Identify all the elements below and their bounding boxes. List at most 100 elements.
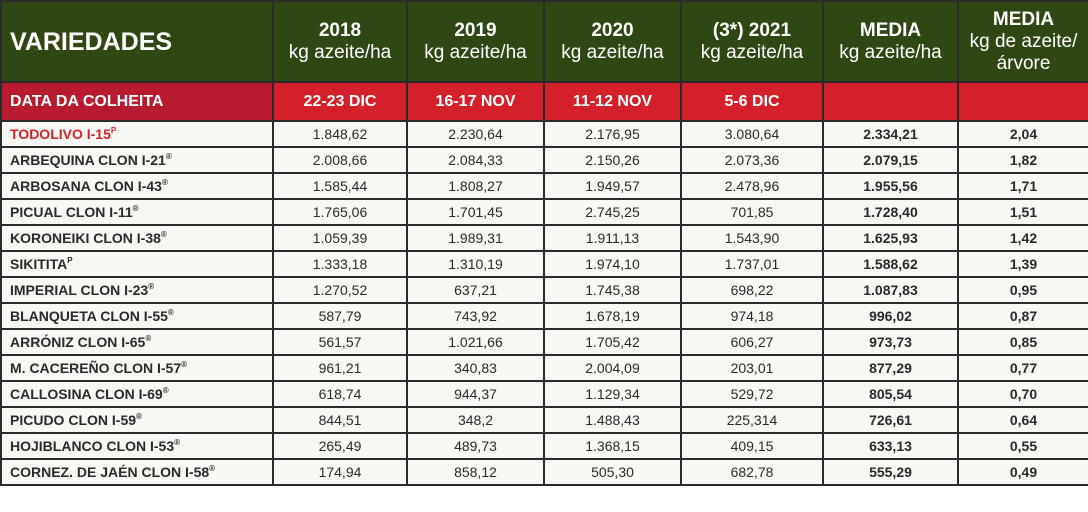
harvest-date: 22-23 DIC — [272, 81, 408, 122]
media-tree-cell: 0,70 — [957, 380, 1088, 408]
yield-cell: 265,49 — [272, 432, 408, 460]
yield-cell: 701,85 — [680, 198, 824, 226]
column-unit: kg de azeite/ árvore — [969, 30, 1078, 74]
yield-cell: 1.059,39 — [272, 224, 408, 252]
column-title: 2020 — [591, 19, 634, 41]
yield-cell: 1.270,52 — [272, 276, 408, 304]
variety-name: HOJIBLANCO CLON I-53® — [0, 432, 274, 460]
table-row: CALLOSINA CLON I-69® 618,74 944,37 1.129,34… — [0, 380, 1088, 408]
column-unit: kg azeite/ha — [839, 41, 942, 63]
yield-cell: 637,21 — [406, 276, 545, 304]
yield-cell: 1.488,43 — [543, 406, 682, 434]
variety-name: ARBEQUINA CLON I-21® — [0, 146, 274, 174]
olive-variety-yield-table: VARIEDADES 2018 kg azeite/ha 2019 kg azeit… — [0, 0, 1088, 486]
variety-name-text: M. CACEREÑO CLON I-57 — [10, 360, 182, 376]
yield-cell: 2.478,96 — [680, 172, 824, 200]
yield-cell: 606,27 — [680, 328, 824, 356]
trademark-mark: ® — [148, 282, 155, 291]
media-ha-cell: 805,54 — [822, 380, 959, 408]
harvest-date-label: DATA DA COLHEITA — [0, 81, 274, 122]
yield-cell: 1.129,34 — [543, 380, 682, 408]
table-row: CORNEZ. DE JAÉN CLON I-58® 174,94 858,12 50… — [0, 458, 1088, 486]
trademark-mark: ® — [167, 308, 174, 317]
yield-cell: 961,21 — [272, 354, 408, 382]
trademark-mark: ® — [132, 204, 139, 213]
yield-cell: 618,74 — [272, 380, 408, 408]
column-title: (3*) 2021 — [712, 19, 792, 41]
variety-name-text: KORONEIKI CLON I-38 — [10, 230, 161, 246]
variety-name: ARBOSANA CLON I-43® — [0, 172, 274, 200]
yield-cell: 1.543,90 — [680, 224, 824, 252]
variety-name-text: TODOLIVO I-15 — [10, 126, 111, 142]
yield-cell: 225,314 — [680, 406, 824, 434]
trademark-mark: ® — [145, 334, 152, 343]
column-header-2019: 2019 kg azeite/ha — [406, 0, 545, 83]
table-row: TODOLIVO I-15P 1.848,62 2.230,64 2.176,95 3.… — [0, 120, 1088, 148]
yield-cell: 1.949,57 — [543, 172, 682, 200]
yield-cell: 1.808,27 — [406, 172, 545, 200]
column-unit: kg azeite/ha — [700, 41, 804, 63]
header-row: VARIEDADES 2018 kg azeite/ha 2019 kg azeit… — [0, 0, 1088, 83]
trademark-mark: P — [67, 256, 73, 265]
media-tree-cell: 1,71 — [957, 172, 1088, 200]
yield-cell: 1.701,45 — [406, 198, 545, 226]
yield-cell: 203,01 — [680, 354, 824, 382]
variety-name-text: PICUDO CLON I-59 — [10, 412, 137, 428]
yield-cell: 1.911,13 — [543, 224, 682, 252]
variety-name: CORNEZ. DE JAÉN CLON I-58® — [0, 458, 274, 486]
yield-cell: 1.678,19 — [543, 302, 682, 330]
yield-cell: 2.008,66 — [272, 146, 408, 174]
variety-name: KORONEIKI CLON I-38® — [0, 224, 274, 252]
variety-name-text: SIKITITA — [10, 256, 68, 272]
yield-cell: 1.974,10 — [543, 250, 682, 278]
yield-cell: 2.230,64 — [406, 120, 545, 148]
trademark-mark: ® — [136, 412, 142, 421]
yield-cell: 858,12 — [406, 458, 545, 486]
yield-cell: 1.848,62 — [272, 120, 408, 148]
yield-cell: 2.745,25 — [543, 198, 682, 226]
media-ha-cell: 2.334,21 — [822, 120, 959, 148]
media-ha-cell: 1.087,83 — [822, 276, 959, 304]
trademark-mark: P — [110, 126, 117, 135]
column-title: MEDIA — [859, 19, 922, 41]
trademark-mark: ® — [162, 386, 169, 395]
yield-cell: 348,2 — [406, 406, 545, 434]
variety-name: ARRÓNIZ CLON I-65® — [0, 328, 274, 356]
yield-cell: 2.073,36 — [680, 146, 824, 174]
variety-name-text: IMPERIAL CLON I-23 — [10, 282, 149, 298]
variety-name-text: BLANQUETA CLON I-55 — [10, 308, 168, 324]
media-ha-cell: 726,61 — [822, 406, 959, 434]
column-header-media-tree: MEDIA kg de azeite/ árvore — [957, 0, 1088, 83]
yield-cell: 340,83 — [406, 354, 545, 382]
media-ha-cell: 633,13 — [822, 432, 959, 460]
table-row: SIKITITAP 1.333,18 1.310,19 1.974,10 1.737,0… — [0, 250, 1088, 278]
media-tree-cell: 0,77 — [957, 354, 1088, 382]
variety-name-text: ARBOSANA CLON I-43 — [10, 178, 162, 194]
column-unit: kg azeite/ha — [288, 41, 392, 63]
media-ha-cell: 1.625,93 — [822, 224, 959, 252]
column-unit: kg azeite/ha — [424, 41, 527, 63]
yield-cell: 505,30 — [543, 458, 682, 486]
yield-cell: 2.150,26 — [543, 146, 682, 174]
yield-cell: 174,94 — [272, 458, 408, 486]
media-ha-cell: 1.955,56 — [822, 172, 959, 200]
yield-cell: 1.333,18 — [272, 250, 408, 278]
media-ha-cell: 877,29 — [822, 354, 959, 382]
yield-cell: 1.368,15 — [543, 432, 682, 460]
media-tree-cell: 1,82 — [957, 146, 1088, 174]
yield-cell: 2.004,09 — [543, 354, 682, 382]
yield-cell: 1.765,06 — [272, 198, 408, 226]
table-body: TODOLIVO I-15P 1.848,62 2.230,64 2.176,95 3.… — [0, 120, 1088, 486]
yield-cell: 1.705,42 — [543, 328, 682, 356]
media-ha-cell: 2.079,15 — [822, 146, 959, 174]
table-row: ARRÓNIZ CLON I-65® 561,57 1.021,66 1.705,42… — [0, 328, 1088, 356]
table-row: PICUAL CLON I-11® 1.765,06 1.701,45 2.745,2… — [0, 198, 1088, 226]
variety-name: IMPERIAL CLON I-23® — [0, 276, 274, 304]
column-header-2018: 2018 kg azeite/ha — [272, 0, 408, 83]
harvest-date — [822, 81, 959, 122]
column-header-2020: 2020 kg azeite/ha — [543, 0, 682, 83]
column-unit: kg azeite/ha — [561, 41, 664, 63]
table-row: HOJIBLANCO CLON I-53® 265,49 489,73 1.368,1… — [0, 432, 1088, 460]
media-tree-cell: 0,55 — [957, 432, 1088, 460]
media-tree-cell: 2,04 — [957, 120, 1088, 148]
